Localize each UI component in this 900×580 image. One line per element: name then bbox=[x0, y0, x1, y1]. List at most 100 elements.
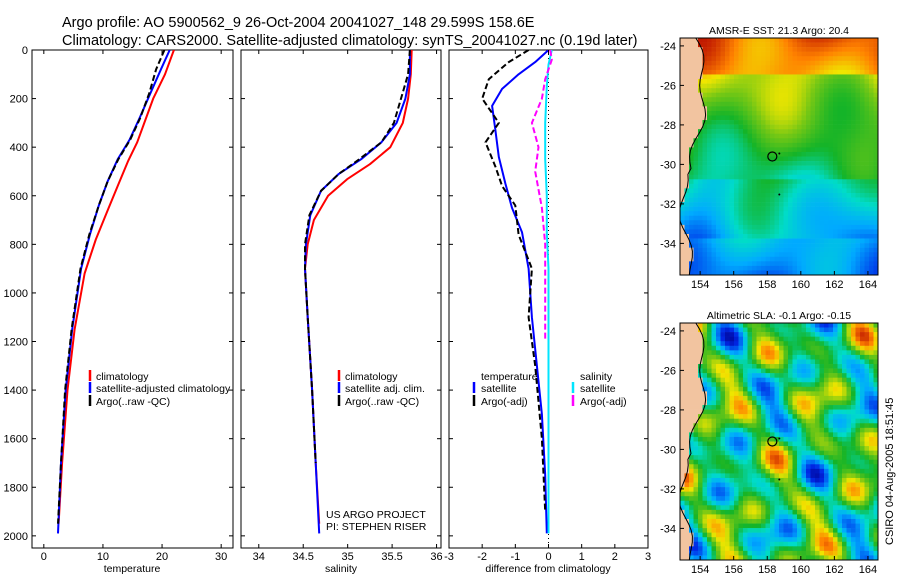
map-cell bbox=[765, 359, 771, 365]
map-cell bbox=[684, 211, 690, 217]
map-cell bbox=[815, 341, 820, 347]
map-cell bbox=[806, 142, 811, 148]
map-cell bbox=[684, 505, 690, 511]
map-cell bbox=[779, 368, 784, 374]
map-cell bbox=[756, 74, 762, 80]
map-cell bbox=[837, 147, 843, 153]
map-cell bbox=[702, 224, 708, 230]
map-cell bbox=[828, 138, 834, 144]
map-y-tick-label: -32 bbox=[660, 199, 676, 211]
map-cell bbox=[684, 509, 690, 515]
map-cell bbox=[725, 377, 730, 383]
map-cell bbox=[756, 165, 762, 171]
map-cell bbox=[743, 47, 748, 52]
map-cell bbox=[720, 179, 726, 185]
map-cell bbox=[680, 165, 685, 171]
map-cell bbox=[792, 83, 798, 89]
map-cell bbox=[810, 327, 816, 333]
map-cell bbox=[842, 455, 847, 461]
map-cell bbox=[747, 161, 753, 166]
map-cell bbox=[869, 165, 874, 171]
map-cell bbox=[738, 496, 744, 502]
map-cell bbox=[788, 414, 793, 420]
map-cell bbox=[761, 336, 766, 342]
map-cell bbox=[851, 514, 856, 520]
map-cell bbox=[689, 405, 694, 410]
map-cell bbox=[779, 336, 784, 342]
map-cell bbox=[792, 459, 798, 465]
salinity-legend: climatology satellite adj. clim. Argo(..… bbox=[337, 370, 425, 408]
map-cell bbox=[846, 38, 852, 43]
map-cell bbox=[761, 491, 766, 497]
map-cell bbox=[828, 546, 834, 552]
map-cell bbox=[738, 215, 744, 221]
legend-sal-argo: Argo(-adj) bbox=[580, 396, 627, 408]
map-cell bbox=[756, 464, 762, 470]
map-cell bbox=[734, 106, 739, 112]
map-cell bbox=[716, 391, 721, 397]
map-cell bbox=[842, 138, 847, 144]
map-cell bbox=[779, 215, 784, 221]
map-cell bbox=[842, 60, 847, 66]
map-cell bbox=[846, 60, 852, 66]
map-cell bbox=[815, 514, 820, 520]
map-cell bbox=[801, 165, 807, 171]
map-cell bbox=[810, 106, 816, 112]
map-cell bbox=[824, 129, 829, 135]
map-cell bbox=[725, 124, 730, 130]
legend-climatology: climatology bbox=[345, 371, 398, 383]
map-cell bbox=[720, 115, 726, 121]
map-cell bbox=[855, 405, 861, 410]
map-cell bbox=[684, 345, 690, 351]
map-cell bbox=[869, 405, 874, 410]
map-cell bbox=[734, 491, 739, 497]
map-cell bbox=[788, 147, 793, 153]
map-x-tick-label: 160 bbox=[792, 564, 810, 576]
map-cell bbox=[788, 60, 793, 66]
map-cell bbox=[828, 327, 834, 333]
map-cell bbox=[770, 555, 775, 560]
map-cell bbox=[860, 197, 865, 203]
map-cell bbox=[815, 74, 820, 80]
map-cell bbox=[725, 368, 730, 374]
map-cell bbox=[689, 455, 694, 461]
map-cell bbox=[779, 500, 784, 506]
map-cell bbox=[716, 243, 721, 248]
map-cell bbox=[716, 400, 721, 406]
map-cell bbox=[689, 400, 694, 406]
map-cell bbox=[698, 550, 703, 556]
map-cell bbox=[693, 336, 699, 342]
map-cell bbox=[801, 382, 807, 388]
map-cell bbox=[738, 514, 744, 520]
map-cell bbox=[680, 414, 685, 420]
map-cell bbox=[743, 220, 748, 226]
map-cell bbox=[855, 541, 861, 547]
map-cell bbox=[824, 509, 829, 515]
map-cell bbox=[873, 243, 878, 248]
map-cell bbox=[680, 477, 685, 483]
map-cell bbox=[801, 224, 807, 230]
map-cell bbox=[855, 459, 861, 465]
map-cell bbox=[837, 550, 843, 556]
map-cell bbox=[810, 243, 816, 248]
map-cell bbox=[815, 188, 820, 194]
map-cell bbox=[747, 215, 753, 221]
map-cell bbox=[797, 147, 802, 153]
map-cell bbox=[761, 528, 766, 533]
map-cell bbox=[819, 487, 825, 492]
map-cell bbox=[833, 477, 838, 483]
map-cell bbox=[792, 386, 798, 392]
map-cell bbox=[797, 129, 802, 135]
map-cell bbox=[761, 247, 766, 253]
map-cell bbox=[698, 432, 703, 438]
map-cell bbox=[734, 224, 739, 230]
map-cell bbox=[738, 368, 744, 374]
map-cell bbox=[756, 523, 762, 529]
map-cell bbox=[680, 138, 685, 144]
map-cell bbox=[779, 423, 784, 429]
map-cell bbox=[734, 327, 739, 333]
map-cell bbox=[698, 400, 703, 406]
map-cell bbox=[824, 432, 829, 438]
map-cell bbox=[788, 441, 793, 447]
map-cell bbox=[842, 120, 847, 125]
